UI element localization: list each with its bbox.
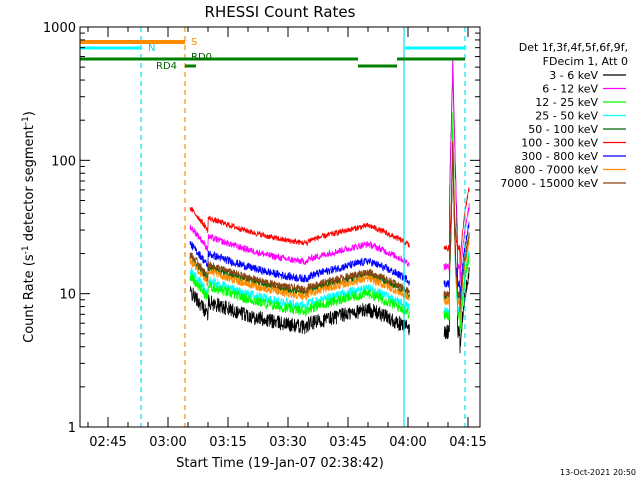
x-tick-label-0: 02:45 <box>89 435 126 450</box>
label-n: N <box>148 43 155 54</box>
label-rd0: RD0 <box>191 52 212 63</box>
series-layer <box>189 60 470 354</box>
y-tick-label-0: 1 <box>68 421 76 436</box>
legend-label-8: 7000 - 15000 keV <box>500 177 598 190</box>
y-tick-label-1: 10 <box>59 288 76 303</box>
label-rd4: RD4 <box>156 61 177 72</box>
label-s: S <box>191 37 197 48</box>
timestamp: 13-Oct-2021 20:50 <box>560 468 636 477</box>
legend-header-line-1: Det 1f,3f,4f,5f,6f,9f, <box>519 41 628 54</box>
legend-label-5: 100 - 300 keV <box>521 137 598 150</box>
y-axis-label: Count Rate (s-1 detector segment-1) <box>21 111 37 343</box>
y-label-part-3: ) <box>22 111 37 116</box>
legend-label-1: 6 - 12 keV <box>542 83 598 96</box>
series-line-0 <box>189 286 410 336</box>
legend-label-2: 12 - 25 keV <box>535 96 598 109</box>
y-label-part-2: detector segment <box>22 125 37 245</box>
legend-label-4: 50 - 100 keV <box>528 123 598 136</box>
series-line-2 <box>189 273 410 319</box>
x-axis-label: Start Time (19-Jan-07 02:38:42) <box>176 456 384 471</box>
legend-label-7: 800 - 7000 keV <box>514 164 598 177</box>
y-label-part-1: Count Rate (s <box>22 254 37 343</box>
series-line-7 <box>189 258 410 302</box>
y-tick-label-3: 1000 <box>43 21 76 36</box>
axis-layer: 1 10 100 1000 02:45 03:00 03:15 03:30 03:45 04:00… <box>43 21 487 450</box>
marker-layer: S N RD0 RD4 <box>80 27 466 427</box>
legend-header-line-2: FDecim 1, Att 0 <box>543 55 628 68</box>
series-line-5 <box>189 206 410 248</box>
plot-frame <box>79 26 481 428</box>
chart-title: RHESSI Count Rates <box>205 3 356 21</box>
x-tick-label-4: 03:45 <box>329 435 366 450</box>
y-tick-label-2: 100 <box>51 154 76 169</box>
legend-label-0: 3 - 6 keV <box>549 69 598 82</box>
x-tick-label-1: 03:00 <box>149 435 186 450</box>
x-tick-label-6: 04:15 <box>449 435 486 450</box>
series-line-1 <box>189 224 410 268</box>
y-label-sup-1: -1 <box>21 245 31 254</box>
series-flare-1 <box>443 60 470 285</box>
series-line-8 <box>189 252 410 295</box>
legend-label-6: 300 - 800 keV <box>521 150 598 163</box>
legend-label-3: 25 - 50 keV <box>535 110 598 123</box>
legend: Det 1f,3f,4f,5f,6f,9f, FDecim 1, Att 0 3… <box>500 41 628 190</box>
x-tick-label-2: 03:15 <box>209 435 246 450</box>
y-label-sup-2: -1 <box>21 116 31 125</box>
series-line-6 <box>189 240 410 287</box>
x-tick-label-5: 04:00 <box>389 435 426 450</box>
x-tick-label-3: 03:30 <box>269 435 306 450</box>
